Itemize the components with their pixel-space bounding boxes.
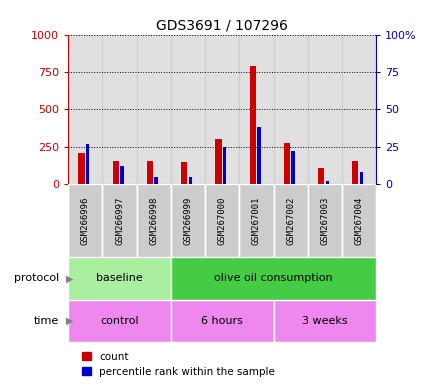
Text: GSM266999: GSM266999: [183, 197, 192, 245]
Text: GSM266998: GSM266998: [149, 197, 158, 245]
Bar: [78, 153, 84, 184]
Bar: [352, 161, 359, 184]
Bar: [274, 300, 376, 342]
Bar: [360, 172, 363, 184]
Bar: [308, 184, 342, 257]
Bar: [68, 300, 171, 342]
Bar: [189, 177, 192, 184]
Bar: [239, 184, 274, 257]
Bar: [274, 184, 308, 257]
Bar: [68, 184, 103, 257]
Text: GSM266997: GSM266997: [115, 197, 124, 245]
Bar: [205, 35, 239, 184]
Bar: [171, 184, 205, 257]
Text: control: control: [100, 316, 139, 326]
Text: GSM266996: GSM266996: [81, 197, 90, 245]
Bar: [274, 35, 308, 184]
Bar: [326, 181, 329, 184]
Bar: [103, 35, 137, 184]
Bar: [284, 143, 290, 184]
Bar: [171, 300, 274, 342]
Bar: [113, 161, 119, 184]
Bar: [291, 151, 295, 184]
Bar: [171, 35, 205, 184]
Legend: count, percentile rank within the sample: count, percentile rank within the sample: [82, 352, 275, 377]
Text: protocol: protocol: [14, 273, 59, 283]
Bar: [249, 66, 256, 184]
Bar: [223, 147, 226, 184]
Text: GSM267003: GSM267003: [320, 197, 330, 245]
Text: time: time: [34, 316, 59, 326]
Bar: [342, 35, 376, 184]
Bar: [342, 184, 376, 257]
Text: baseline: baseline: [96, 273, 143, 283]
Bar: [137, 35, 171, 184]
Text: 3 weeks: 3 weeks: [302, 316, 348, 326]
Text: GSM267001: GSM267001: [252, 197, 261, 245]
Bar: [154, 177, 158, 184]
Title: GDS3691 / 107296: GDS3691 / 107296: [156, 18, 288, 32]
Bar: [257, 127, 260, 184]
Bar: [86, 144, 89, 184]
Bar: [137, 184, 171, 257]
Text: 6 hours: 6 hours: [201, 316, 243, 326]
Bar: [68, 257, 171, 300]
Bar: [68, 35, 103, 184]
Bar: [308, 35, 342, 184]
Bar: [171, 257, 376, 300]
Bar: [103, 184, 137, 257]
Bar: [147, 161, 153, 184]
Text: GSM267004: GSM267004: [355, 197, 363, 245]
Bar: [318, 168, 324, 184]
Bar: [215, 139, 221, 184]
Text: GSM267000: GSM267000: [218, 197, 227, 245]
Bar: [205, 184, 239, 257]
Text: ▶: ▶: [66, 273, 73, 283]
Text: GSM267002: GSM267002: [286, 197, 295, 245]
Bar: [181, 162, 187, 184]
Bar: [239, 35, 274, 184]
Text: olive oil consumption: olive oil consumption: [214, 273, 333, 283]
Bar: [120, 166, 124, 184]
Text: ▶: ▶: [66, 316, 73, 326]
